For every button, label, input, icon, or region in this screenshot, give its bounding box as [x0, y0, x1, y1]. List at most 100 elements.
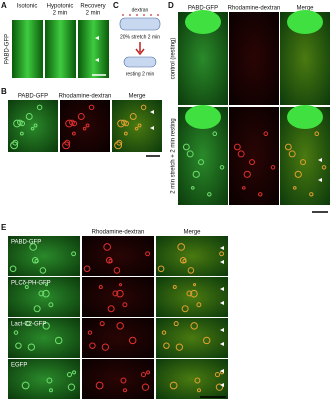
vesicle [163, 342, 170, 349]
vesicle [38, 290, 45, 297]
vesicle [137, 123, 142, 128]
vesicle [145, 251, 151, 257]
vesicle [9, 265, 17, 273]
micrograph [8, 100, 58, 152]
vesicle [140, 104, 147, 111]
vesicle [98, 284, 103, 289]
cell-schematic [123, 56, 157, 68]
column-header: PABD-GFP [188, 6, 218, 12]
arrowhead [220, 260, 224, 264]
micrograph [112, 100, 162, 152]
arrowhead [150, 110, 154, 114]
vesicle [27, 343, 36, 351]
micrograph [156, 236, 228, 276]
vesicle [207, 192, 212, 197]
vesicle [249, 159, 255, 166]
vesicle [13, 330, 19, 335]
micrograph [156, 277, 228, 317]
vesicle [122, 302, 128, 308]
vesicle [288, 150, 296, 158]
arrowhead [220, 246, 224, 250]
vesicle [101, 343, 110, 351]
micrograph [8, 318, 80, 358]
vesicle [186, 150, 194, 158]
vesicle [10, 141, 19, 150]
vesicle [87, 330, 93, 335]
vesicle [62, 141, 71, 150]
micrograph [82, 277, 154, 317]
vesicle [19, 131, 24, 136]
vesicle [82, 126, 87, 131]
column-header: Rhodamine-dextran [59, 94, 112, 100]
vesicle [182, 143, 190, 151]
vesicle [66, 372, 73, 378]
vesicle [44, 283, 49, 287]
panel-label: A [1, 1, 7, 10]
nucleus-glow [185, 10, 221, 34]
vesicle [24, 284, 29, 289]
dextran-dot [157, 14, 159, 16]
vesicle [46, 377, 53, 384]
vesicle [30, 126, 35, 131]
vesicle [292, 186, 297, 190]
vesicle [172, 284, 177, 289]
vesicle [192, 283, 197, 287]
column-header: 2 min [53, 11, 68, 17]
vesicle [202, 336, 211, 345]
vesicle [89, 342, 96, 349]
panel-label: E [1, 223, 7, 232]
column-header: Merge [128, 94, 146, 100]
vesicle [25, 113, 33, 120]
vesicle [187, 267, 195, 274]
vesicle [284, 143, 292, 151]
arrowhead [95, 58, 99, 62]
vesicle [116, 289, 124, 298]
vesicle [72, 370, 77, 375]
vesicle [33, 305, 41, 313]
micrograph [8, 236, 80, 276]
micrograph [8, 359, 80, 399]
schematic-label: resting 2 min [126, 71, 155, 77]
vesicle [116, 322, 124, 330]
micrograph [82, 236, 154, 276]
vesicle [179, 257, 187, 264]
vesicle [113, 267, 121, 274]
vesicle [309, 192, 314, 197]
vesicle [300, 159, 306, 166]
vesicle [190, 186, 195, 190]
arrowhead [220, 287, 224, 291]
vesicle [270, 165, 276, 170]
panel-label: C [113, 1, 119, 10]
vesicle [190, 322, 198, 330]
micrograph [12, 20, 43, 78]
vesicle [129, 113, 137, 120]
vesicle [116, 139, 123, 146]
column-header: Merge [183, 230, 201, 236]
vesicle [123, 131, 128, 136]
vesicle [157, 265, 165, 273]
column-header: Merge [296, 6, 314, 12]
vesicle [120, 377, 127, 384]
arrowhead [318, 178, 322, 182]
nucleus-glow [185, 105, 221, 129]
vesicle [112, 290, 119, 297]
vesicle [258, 192, 263, 197]
vesicle [198, 159, 204, 166]
vesicle [107, 305, 115, 313]
arrowhead [318, 158, 322, 162]
dextran-dot [129, 14, 131, 16]
vesicle [67, 383, 76, 391]
vesicle [173, 321, 179, 327]
vesicle [17, 119, 23, 126]
vesicle [237, 150, 245, 158]
arrowhead [220, 328, 224, 332]
vesicle [215, 383, 224, 391]
arrowhead [95, 36, 99, 40]
vesicle [118, 283, 123, 287]
vesicle [219, 251, 225, 257]
column-header: Recovery [80, 4, 105, 10]
row-label: control (resting) [171, 38, 177, 80]
dextran-dot [143, 14, 145, 16]
vesicle [31, 257, 39, 264]
vesicle [114, 141, 123, 150]
